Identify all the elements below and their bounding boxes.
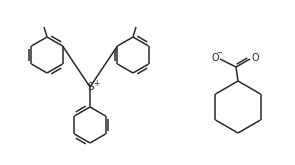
Text: +: + (93, 79, 99, 87)
Text: S: S (88, 82, 94, 92)
Text: O: O (251, 53, 259, 63)
Text: −: − (216, 50, 222, 56)
Text: O: O (211, 53, 219, 63)
